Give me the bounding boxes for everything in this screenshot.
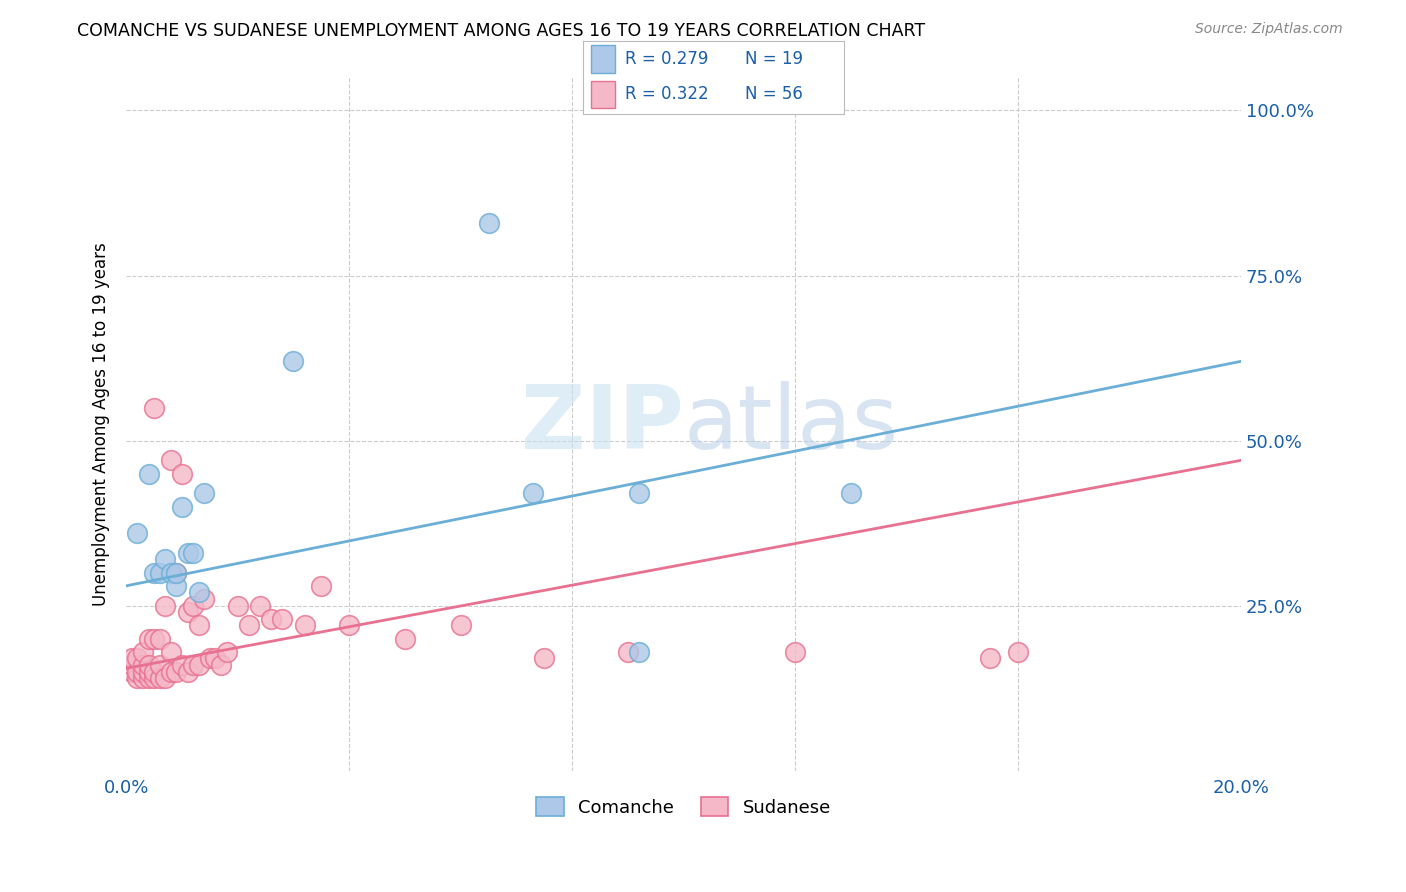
Point xyxy=(166,665,188,679)
Point xyxy=(138,632,160,646)
Point xyxy=(160,665,183,679)
Point xyxy=(127,651,149,665)
Point xyxy=(143,665,166,679)
Point xyxy=(143,566,166,580)
FancyBboxPatch shape xyxy=(592,45,614,73)
Point xyxy=(249,599,271,613)
Point xyxy=(160,645,183,659)
Text: COMANCHE VS SUDANESE UNEMPLOYMENT AMONG AGES 16 TO 19 YEARS CORRELATION CHART: COMANCHE VS SUDANESE UNEMPLOYMENT AMONG … xyxy=(77,22,925,40)
Text: atlas: atlas xyxy=(683,381,898,467)
Point xyxy=(143,632,166,646)
Y-axis label: Unemployment Among Ages 16 to 19 years: Unemployment Among Ages 16 to 19 years xyxy=(93,243,110,606)
Point xyxy=(121,651,143,665)
Legend: Comanche, Sudanese: Comanche, Sudanese xyxy=(529,790,838,824)
Point xyxy=(166,566,188,580)
Point xyxy=(979,651,1001,665)
Point xyxy=(187,618,209,632)
Point xyxy=(127,526,149,541)
Point xyxy=(204,651,226,665)
Point xyxy=(127,665,149,679)
Point xyxy=(138,658,160,673)
Point xyxy=(149,658,172,673)
Point xyxy=(238,618,260,632)
Point xyxy=(160,566,183,580)
Point xyxy=(627,645,650,659)
Point xyxy=(121,658,143,673)
Point xyxy=(132,645,155,659)
Text: R = 0.279: R = 0.279 xyxy=(626,50,709,69)
Text: N = 56: N = 56 xyxy=(745,86,803,103)
Point xyxy=(522,486,544,500)
Point xyxy=(176,605,198,619)
Point xyxy=(294,618,316,632)
Point xyxy=(271,612,294,626)
Point xyxy=(226,599,249,613)
Point xyxy=(121,665,143,679)
Point xyxy=(187,585,209,599)
Point xyxy=(149,632,172,646)
Point xyxy=(155,671,177,685)
Point xyxy=(187,658,209,673)
Point xyxy=(132,665,155,679)
Point xyxy=(166,579,188,593)
Point xyxy=(450,618,472,632)
Text: R = 0.322: R = 0.322 xyxy=(626,86,709,103)
Point xyxy=(166,566,188,580)
Point xyxy=(394,632,416,646)
Point xyxy=(149,566,172,580)
Point xyxy=(209,658,232,673)
Point xyxy=(155,599,177,613)
Point xyxy=(143,401,166,415)
Point xyxy=(839,486,862,500)
Point xyxy=(198,651,221,665)
Point xyxy=(138,671,160,685)
Point xyxy=(193,592,215,607)
Point xyxy=(617,645,640,659)
Point xyxy=(138,665,160,679)
Point xyxy=(181,658,204,673)
Text: ZIP: ZIP xyxy=(520,381,683,467)
Point xyxy=(143,671,166,685)
Point xyxy=(170,500,193,514)
Point xyxy=(170,658,193,673)
Point xyxy=(311,579,333,593)
Point xyxy=(627,486,650,500)
Point xyxy=(132,658,155,673)
Point xyxy=(337,618,360,632)
Point xyxy=(176,546,198,560)
Point xyxy=(783,645,806,659)
Point xyxy=(155,552,177,566)
Point xyxy=(283,354,305,368)
Point xyxy=(533,651,555,665)
Point xyxy=(1007,645,1029,659)
Point xyxy=(138,467,160,481)
Point xyxy=(181,546,204,560)
Point xyxy=(260,612,283,626)
Point xyxy=(160,453,183,467)
Point xyxy=(215,645,238,659)
Point xyxy=(176,665,198,679)
Point xyxy=(181,599,204,613)
Point xyxy=(132,671,155,685)
FancyBboxPatch shape xyxy=(592,80,614,108)
Text: Source: ZipAtlas.com: Source: ZipAtlas.com xyxy=(1195,22,1343,37)
Point xyxy=(477,216,499,230)
Text: N = 19: N = 19 xyxy=(745,50,803,69)
Point xyxy=(193,486,215,500)
Point xyxy=(149,671,172,685)
Point xyxy=(127,671,149,685)
Point xyxy=(170,467,193,481)
